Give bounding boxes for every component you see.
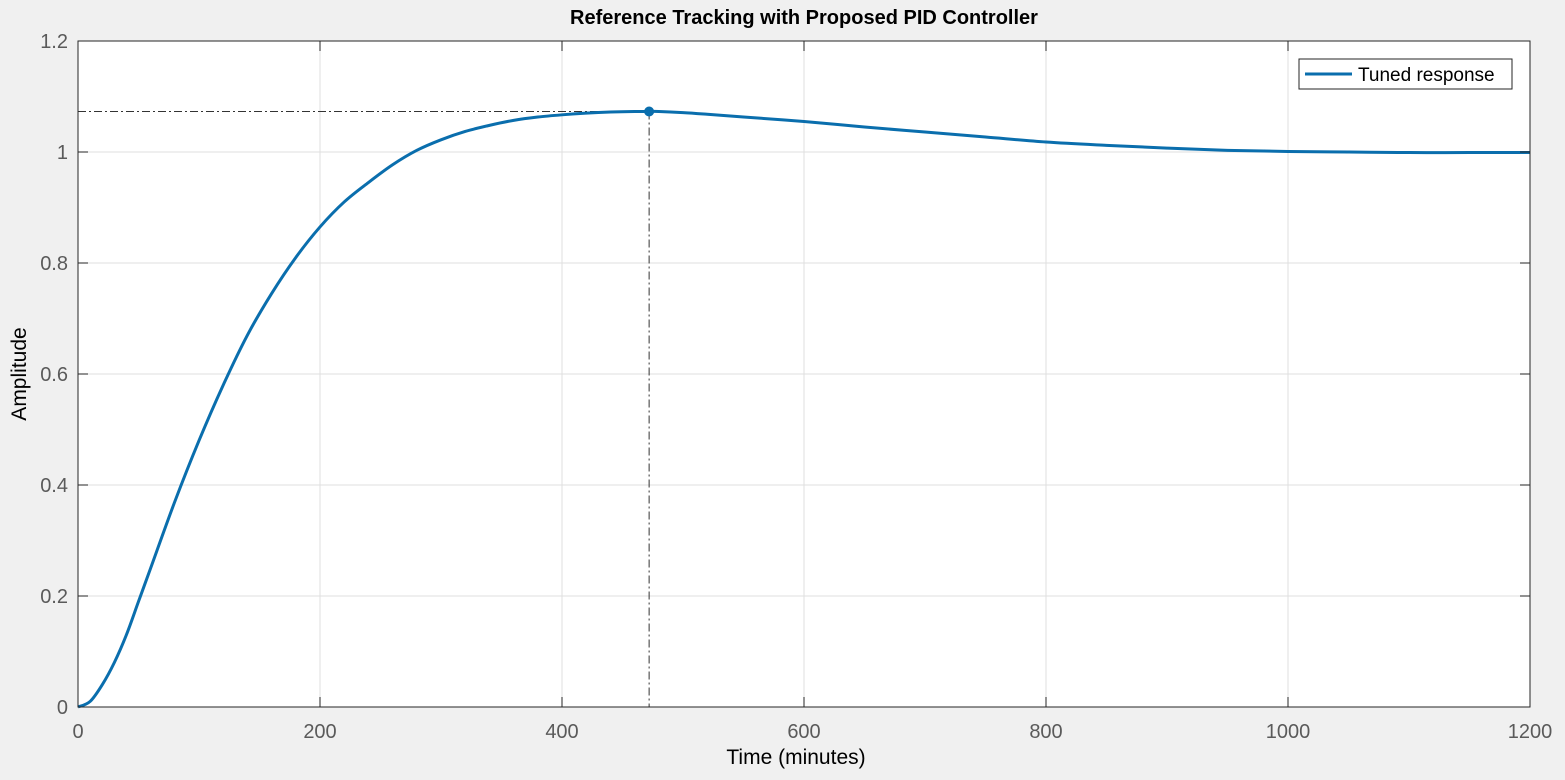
y-tick-label: 1.2 xyxy=(40,31,68,53)
y-tick-label: 0.8 xyxy=(40,253,68,275)
chart-title: Reference Tracking with Proposed PID Con… xyxy=(570,7,1038,29)
tick-marks xyxy=(77,40,1531,708)
series-line-tuned-response[interactable] xyxy=(77,109,1530,709)
x-tick-label: 200 xyxy=(303,721,336,743)
y-tick-label: 0.2 xyxy=(40,586,68,608)
legend-entry-label: Tuned response xyxy=(1358,65,1495,86)
x-tick-labels: 0 200 400 600 800 1000 1200 xyxy=(72,721,1552,743)
y-tick-labels: 0 0.2 0.4 0.6 0.8 1 1.2 xyxy=(40,31,68,719)
peak-guides xyxy=(78,110,650,707)
x-tick-label: 400 xyxy=(545,721,578,743)
y-tick-label: 1 xyxy=(57,142,68,164)
y-tick-label: 0 xyxy=(57,697,68,719)
x-tick-label: 0 xyxy=(72,721,83,743)
x-tick-label: 1200 xyxy=(1508,721,1553,743)
x-tick-label: 600 xyxy=(787,721,820,743)
x-axis-label: Time (minutes) xyxy=(726,746,865,769)
y-tick-label: 0.4 xyxy=(40,475,68,497)
series-layer xyxy=(77,106,1530,709)
y-axis-label: Amplitude xyxy=(8,327,31,420)
peak-marker-point[interactable] xyxy=(644,106,655,117)
legend[interactable]: Tuned response xyxy=(1298,58,1513,90)
y-tick-label: 0.6 xyxy=(40,364,68,386)
x-tick-label: 1000 xyxy=(1266,721,1311,743)
x-tick-label: 800 xyxy=(1029,721,1062,743)
